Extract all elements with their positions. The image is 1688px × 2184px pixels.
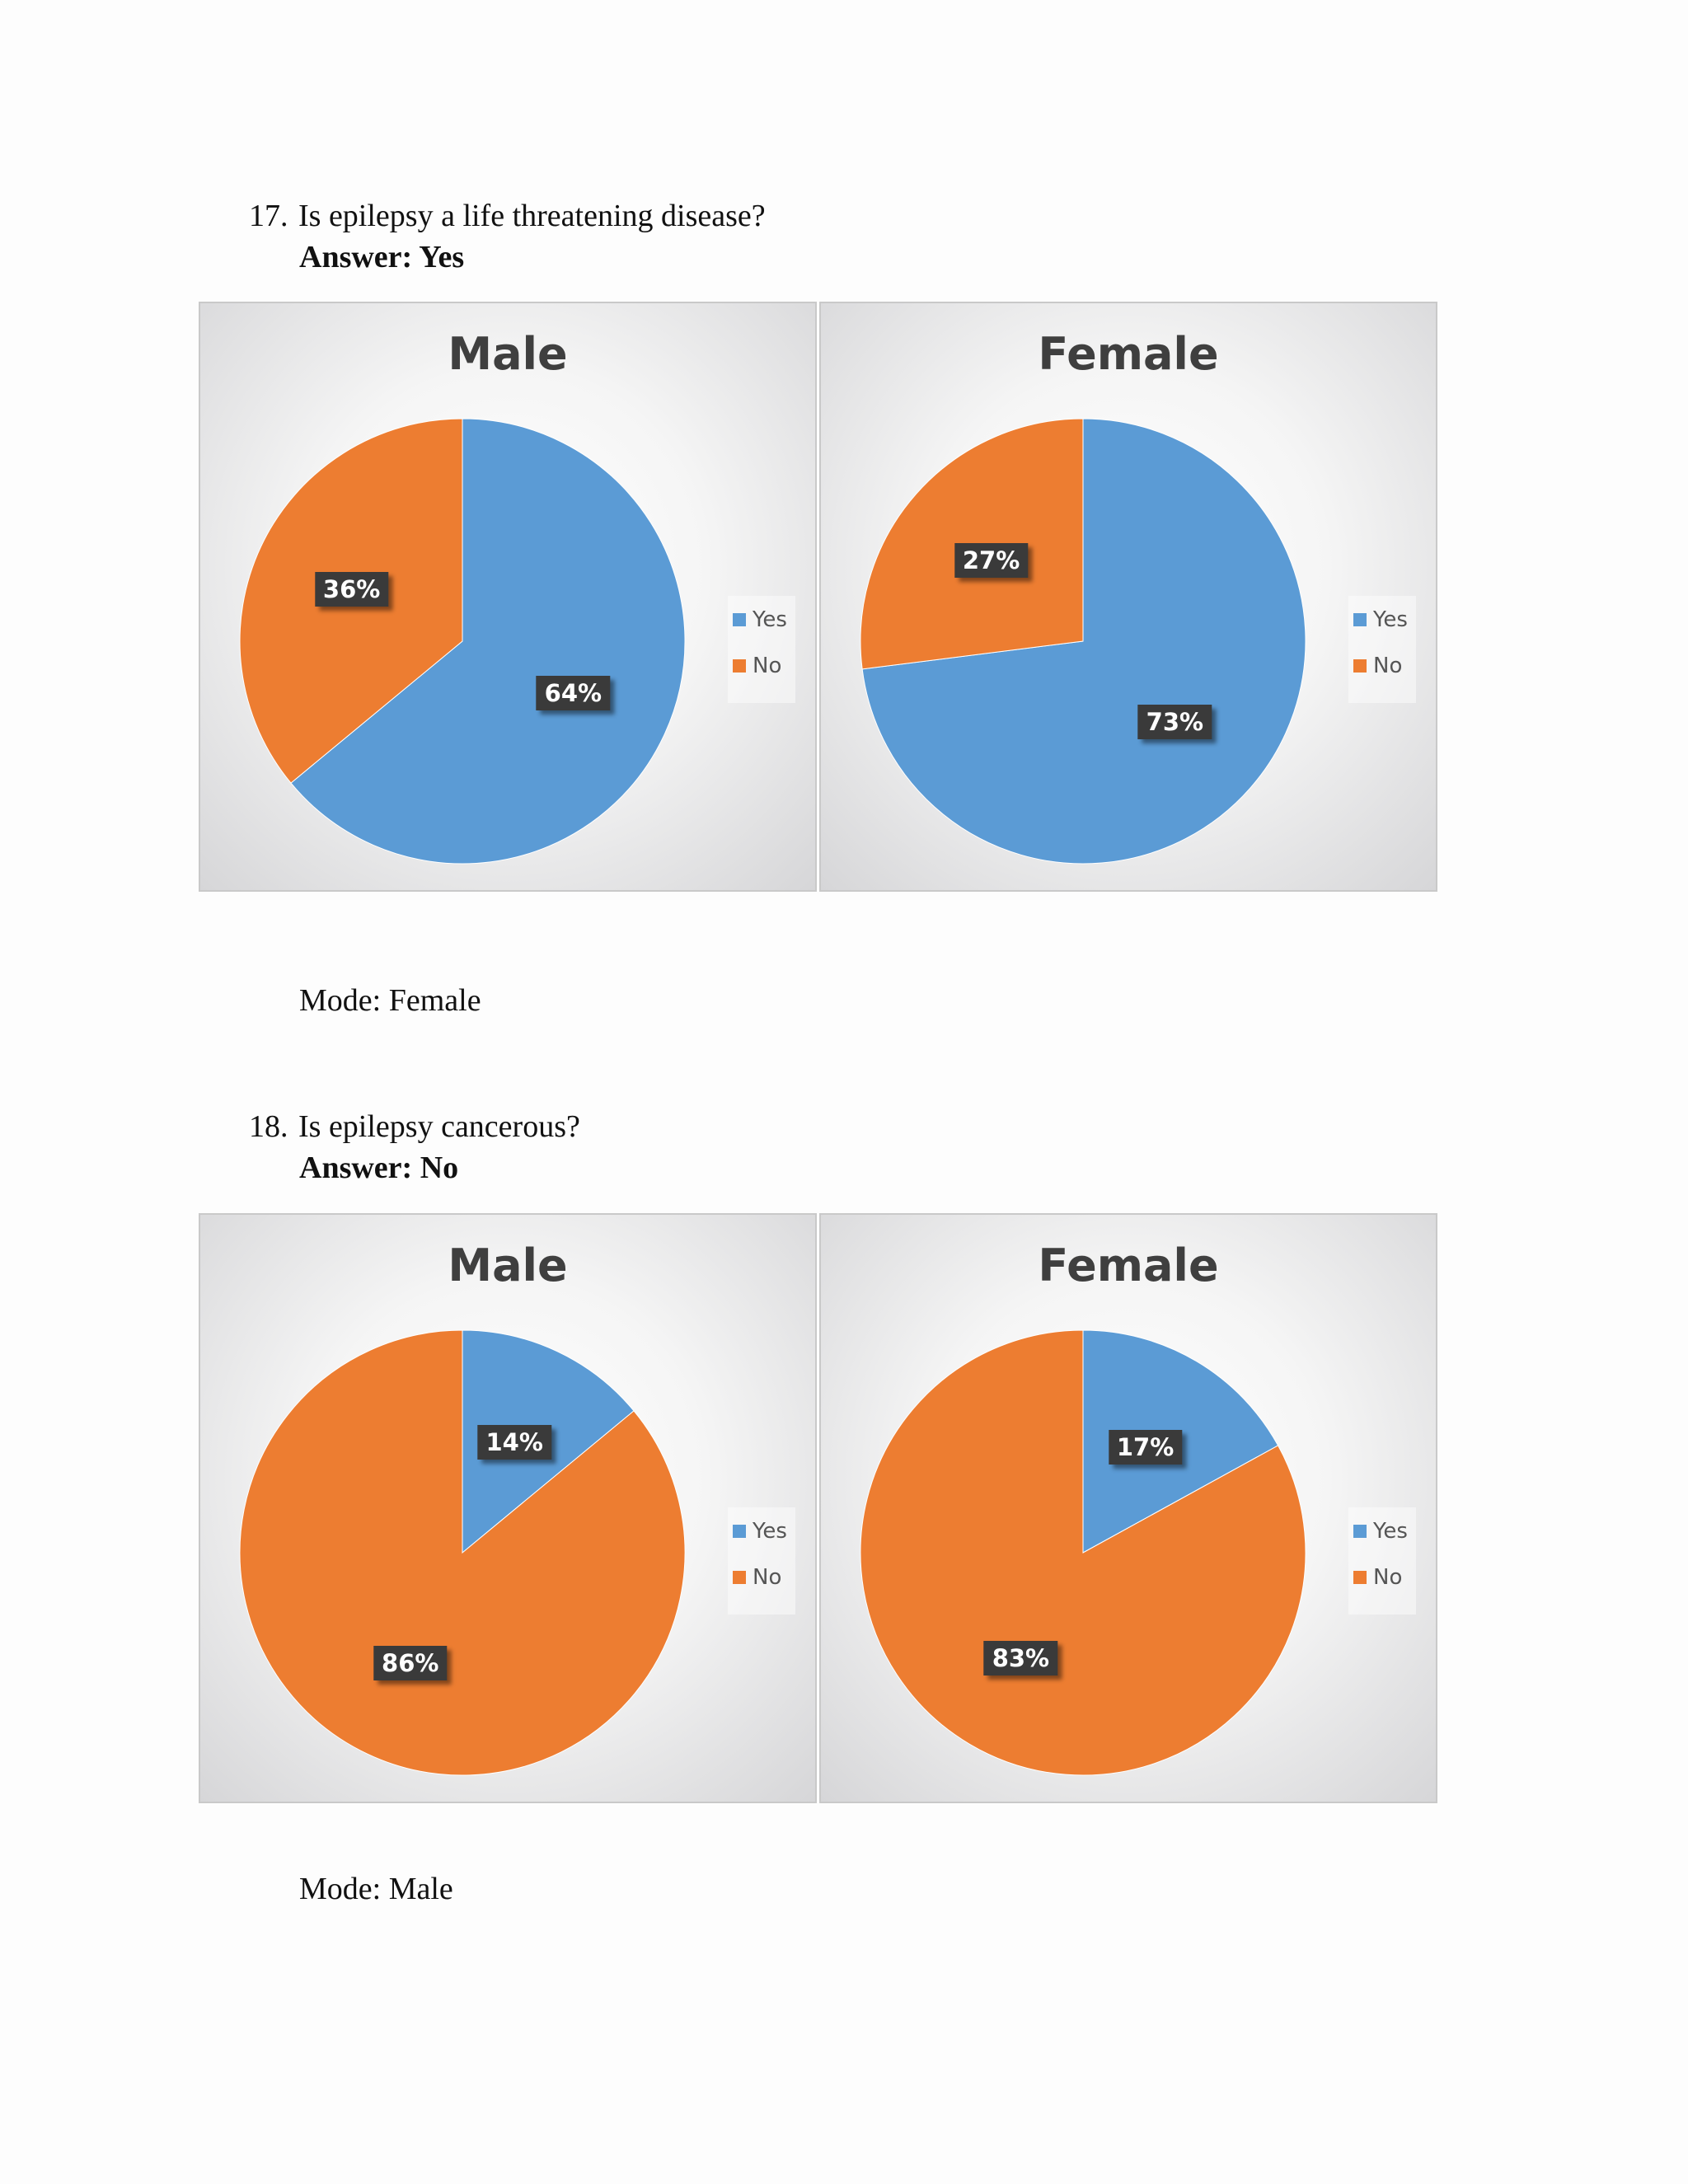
legend-swatch [733,1525,746,1538]
chart-title: Male [448,1240,568,1291]
legend-label: Yes [1373,607,1408,632]
question-number: 18. [249,1109,288,1144]
question-18-title: 18. Is epilepsy cancerous? [249,1108,580,1145]
pie-svg [860,418,1306,865]
data-label-no: 83% [983,1640,1058,1675]
question-17-answer: Answer: Yes [299,240,465,274]
data-label-yes: 14% [477,1424,551,1460]
legend-item-yes: Yes [733,1519,787,1544]
pie-svg [860,1329,1306,1776]
chart-title: Female [1038,1240,1219,1291]
pie-slice-no [239,1329,686,1776]
question-18-mode: Mode: Male [299,1872,453,1906]
legend-item-yes: Yes [733,607,787,632]
question-18-answer: Answer: No [299,1151,459,1185]
pie-slice-yes [861,418,1306,865]
chart-q18-male: Male 14% 86% Yes No [199,1213,817,1803]
legend-swatch [1353,1571,1367,1584]
legend-label: No [1373,1565,1403,1590]
question-17-mode: Mode: Female [299,983,481,1018]
legend-item-no: No [1353,1565,1402,1590]
chart-q18-female: Female 17% 83% Yes No [819,1213,1437,1803]
legend-item-no: No [1353,654,1402,678]
question-text: Is epilepsy a life threatening disease? [298,199,766,233]
data-label-no: 27% [954,542,1029,578]
legend-label: Yes [753,1519,787,1544]
data-label-yes: 17% [1108,1430,1183,1465]
legend-label: Yes [753,607,787,632]
legend-swatch [1353,1525,1367,1538]
legend-item-no: No [733,654,781,678]
chart-title: Female [1038,328,1219,380]
question-text: Is epilepsy cancerous? [298,1109,580,1144]
chart-legend: Yes No [728,596,795,703]
question-number: 17. [249,199,288,233]
data-label-yes: 64% [536,676,611,711]
legend-label: No [1373,654,1403,678]
legend-item-yes: Yes [1353,1519,1408,1544]
legend-swatch [733,659,746,673]
chart-legend: Yes No [1348,596,1416,703]
pie-svg [239,1329,686,1776]
chart-q17-male: Male 64% 36% Yes No [199,302,817,892]
legend-item-yes: Yes [1353,607,1408,632]
chart-title: Male [448,328,568,380]
legend-swatch [1353,659,1367,673]
chart-legend: Yes No [728,1507,795,1615]
legend-swatch [1353,613,1367,626]
chart-q17-female: Female 73% 27% Yes No [819,302,1437,892]
legend-label: Yes [1373,1519,1408,1544]
pie-slice-yes [290,418,686,865]
data-label-no: 36% [314,571,389,607]
chart-legend: Yes No [1348,1507,1416,1615]
legend-label: No [753,1565,782,1590]
legend-item-no: No [733,1565,781,1590]
legend-swatch [733,1571,746,1584]
pie-svg [239,418,686,865]
legend-label: No [753,654,782,678]
data-label-no: 86% [373,1646,448,1681]
question-17-title: 17. Is epilepsy a life threatening diseas… [249,198,766,234]
pie-slice-no [860,1329,1306,1776]
data-label-yes: 73% [1137,705,1212,740]
legend-swatch [733,613,746,626]
